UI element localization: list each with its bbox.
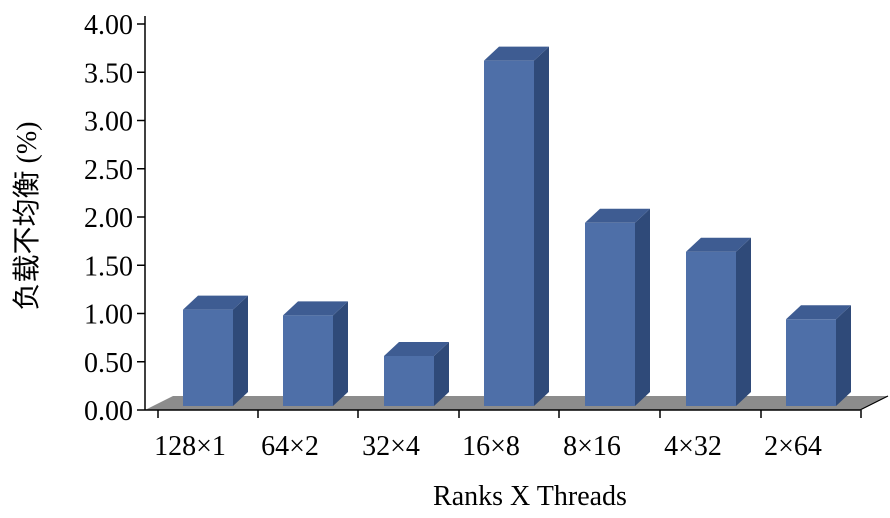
bar-top <box>283 301 348 316</box>
x-tick-label: 32×4 <box>362 431 420 462</box>
y-tick-label: 4.00 <box>84 10 133 41</box>
y-tick-label: 2.50 <box>84 155 133 186</box>
bars <box>183 46 851 407</box>
bar-front <box>786 319 836 406</box>
y-tick-label: 0.50 <box>84 348 133 379</box>
bar-side <box>333 301 348 406</box>
x-tick-label: 2×64 <box>764 431 822 462</box>
y-tick-label: 3.00 <box>84 107 133 138</box>
bar-front <box>585 222 635 406</box>
x-tick-label: 16×8 <box>462 431 520 462</box>
x-axis-depth-line <box>859 395 889 411</box>
y-axis-title: 负载不均衡 (%) <box>11 122 43 311</box>
bar-top <box>786 305 851 320</box>
y-tick-label: 0.00 <box>84 396 133 427</box>
bar-side <box>635 208 650 406</box>
bar <box>283 301 348 406</box>
bar <box>585 208 650 406</box>
bar-front <box>183 309 233 406</box>
bar-front <box>384 355 434 406</box>
tick-labels: 0.00 0.50 1.00 1.50 2.00 2.50 3.00 3.50 4.00 128×… <box>84 10 822 462</box>
x-tick-label: 8×16 <box>563 431 621 462</box>
bar-top <box>384 341 449 356</box>
x-axis-title: Ranks X Threads <box>433 481 627 512</box>
x-tick-label: 4×32 <box>664 431 722 462</box>
y-tick-label: 2.00 <box>84 203 133 234</box>
bar-side <box>836 305 851 406</box>
bar-front <box>283 315 333 406</box>
bar-side <box>534 46 549 407</box>
bar-top <box>183 295 248 310</box>
bar-top <box>585 208 650 223</box>
bar <box>183 295 248 406</box>
bar-top <box>484 46 549 61</box>
bar-side <box>736 237 751 406</box>
bar <box>786 305 851 406</box>
bar-side <box>233 295 248 406</box>
bar-side <box>434 341 449 406</box>
bar <box>384 341 449 406</box>
x-tick-label: 64×2 <box>261 431 319 462</box>
bar-front <box>686 251 736 406</box>
x-tick-label: 128×1 <box>154 431 226 462</box>
bar <box>686 237 751 406</box>
y-tick-label: 1.00 <box>84 300 133 331</box>
bar-top <box>686 237 751 252</box>
axes <box>137 16 889 418</box>
bar-front <box>484 60 534 407</box>
y-tick-label: 1.50 <box>84 251 133 282</box>
bar <box>484 46 549 407</box>
y-tick-label: 3.50 <box>84 58 133 89</box>
